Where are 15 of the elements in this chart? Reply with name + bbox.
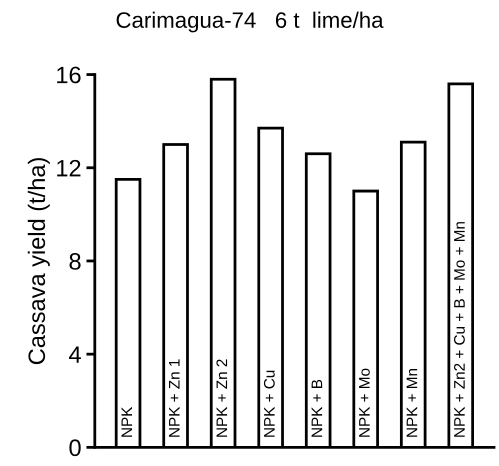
x-tick-label: NPK + Zn 2	[216, 359, 228, 437]
x-tick-label: NPK + Mo	[359, 368, 370, 437]
chart-title: Carimagua-74 6 t lime/ha	[116, 12, 384, 32]
y-tick-label: 12	[57, 160, 80, 176]
x-tick-label: NPK + B	[312, 380, 322, 437]
y-axis-title: Cassava yield (t/ha)	[28, 158, 50, 364]
y-tick-label: 4	[69, 346, 81, 363]
y-tick-label: 0	[69, 439, 81, 456]
y-tick-label: 8	[70, 253, 81, 270]
x-tick-label: NPK + Cu	[264, 370, 275, 437]
x-tick-label: NPK + Zn 1	[169, 359, 180, 437]
y-tick-label: 16	[57, 66, 81, 84]
x-tick-label: NPK	[122, 406, 132, 437]
x-tick-label: NPK + Zn2 + Cu + B + Mo + Mn	[454, 222, 465, 437]
x-tick-label: NPK + Mn	[406, 368, 418, 437]
